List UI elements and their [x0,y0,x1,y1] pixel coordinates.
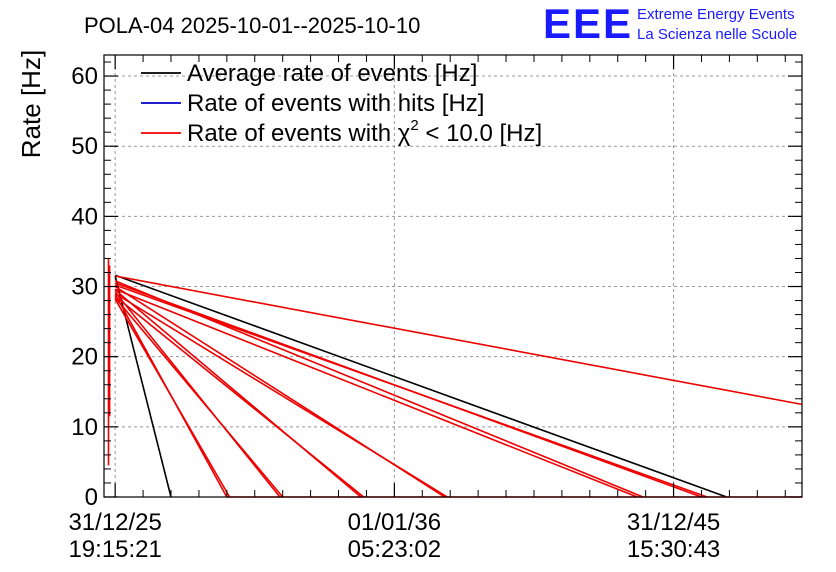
x-tick-date-2: 31/12/45 [627,509,720,536]
y-tick-label-6: 60 [71,63,98,90]
x-tick-date-1: 01/01/36 [348,509,441,536]
eee-logo-text: EEE [543,0,633,47]
legend-label-2: Rate of events with χ2 < 10.0 [Hz] [187,117,542,147]
y-tick-label-3: 30 [71,274,98,301]
series-2-segment-13 [114,297,284,498]
y-axis-title: Rate [Hz] [16,50,46,158]
series-2-segment-14 [114,298,231,498]
y-axis: 0 10 20 30 40 50 60 [71,61,802,511]
series-2-segment-2 [115,275,803,406]
plot-frame [103,54,803,498]
series-2-segment-9 [114,284,708,498]
series-2-segment-4 [114,288,638,498]
series-0-segment-0 [114,275,172,498]
y-tick-label-5: 50 [71,133,98,160]
brand-line-1: Extreme Energy Events [637,6,795,23]
legend-label-1: Rate of events with hits [Hz] [187,90,484,117]
x-tick-time-1: 05:23:02 [348,536,441,563]
grid [104,55,802,497]
series-0-segment-1 [114,274,727,498]
chart-title: POLA-04 2025-10-01--2025-10-10 [84,13,420,38]
x-tick-time-2: 15:30:43 [627,536,720,563]
y-tick-label-0: 0 [85,484,98,511]
brand-logo: EEE Extreme Energy Events La Scienza nel… [543,0,797,47]
x-tick-date-0: 31/12/25 [68,509,161,536]
legend-label-0: Average rate of events [Hz] [187,60,477,87]
brand-line-2: La Scienza nelle Scuole [637,26,797,43]
series-2-segment-12 [114,295,365,498]
y-tick-label-1: 10 [71,414,98,441]
y-tick-label-4: 40 [71,203,98,230]
plot-border [103,54,803,498]
series-lines [107,258,803,498]
series-2-segment-10 [114,280,644,498]
series-2-segment-11 [114,292,448,498]
legend: Average rate of events [Hz] Rate of event… [141,60,542,147]
x-tick-time-0: 19:15:21 [68,536,161,563]
y-tick-label-2: 20 [71,344,98,371]
